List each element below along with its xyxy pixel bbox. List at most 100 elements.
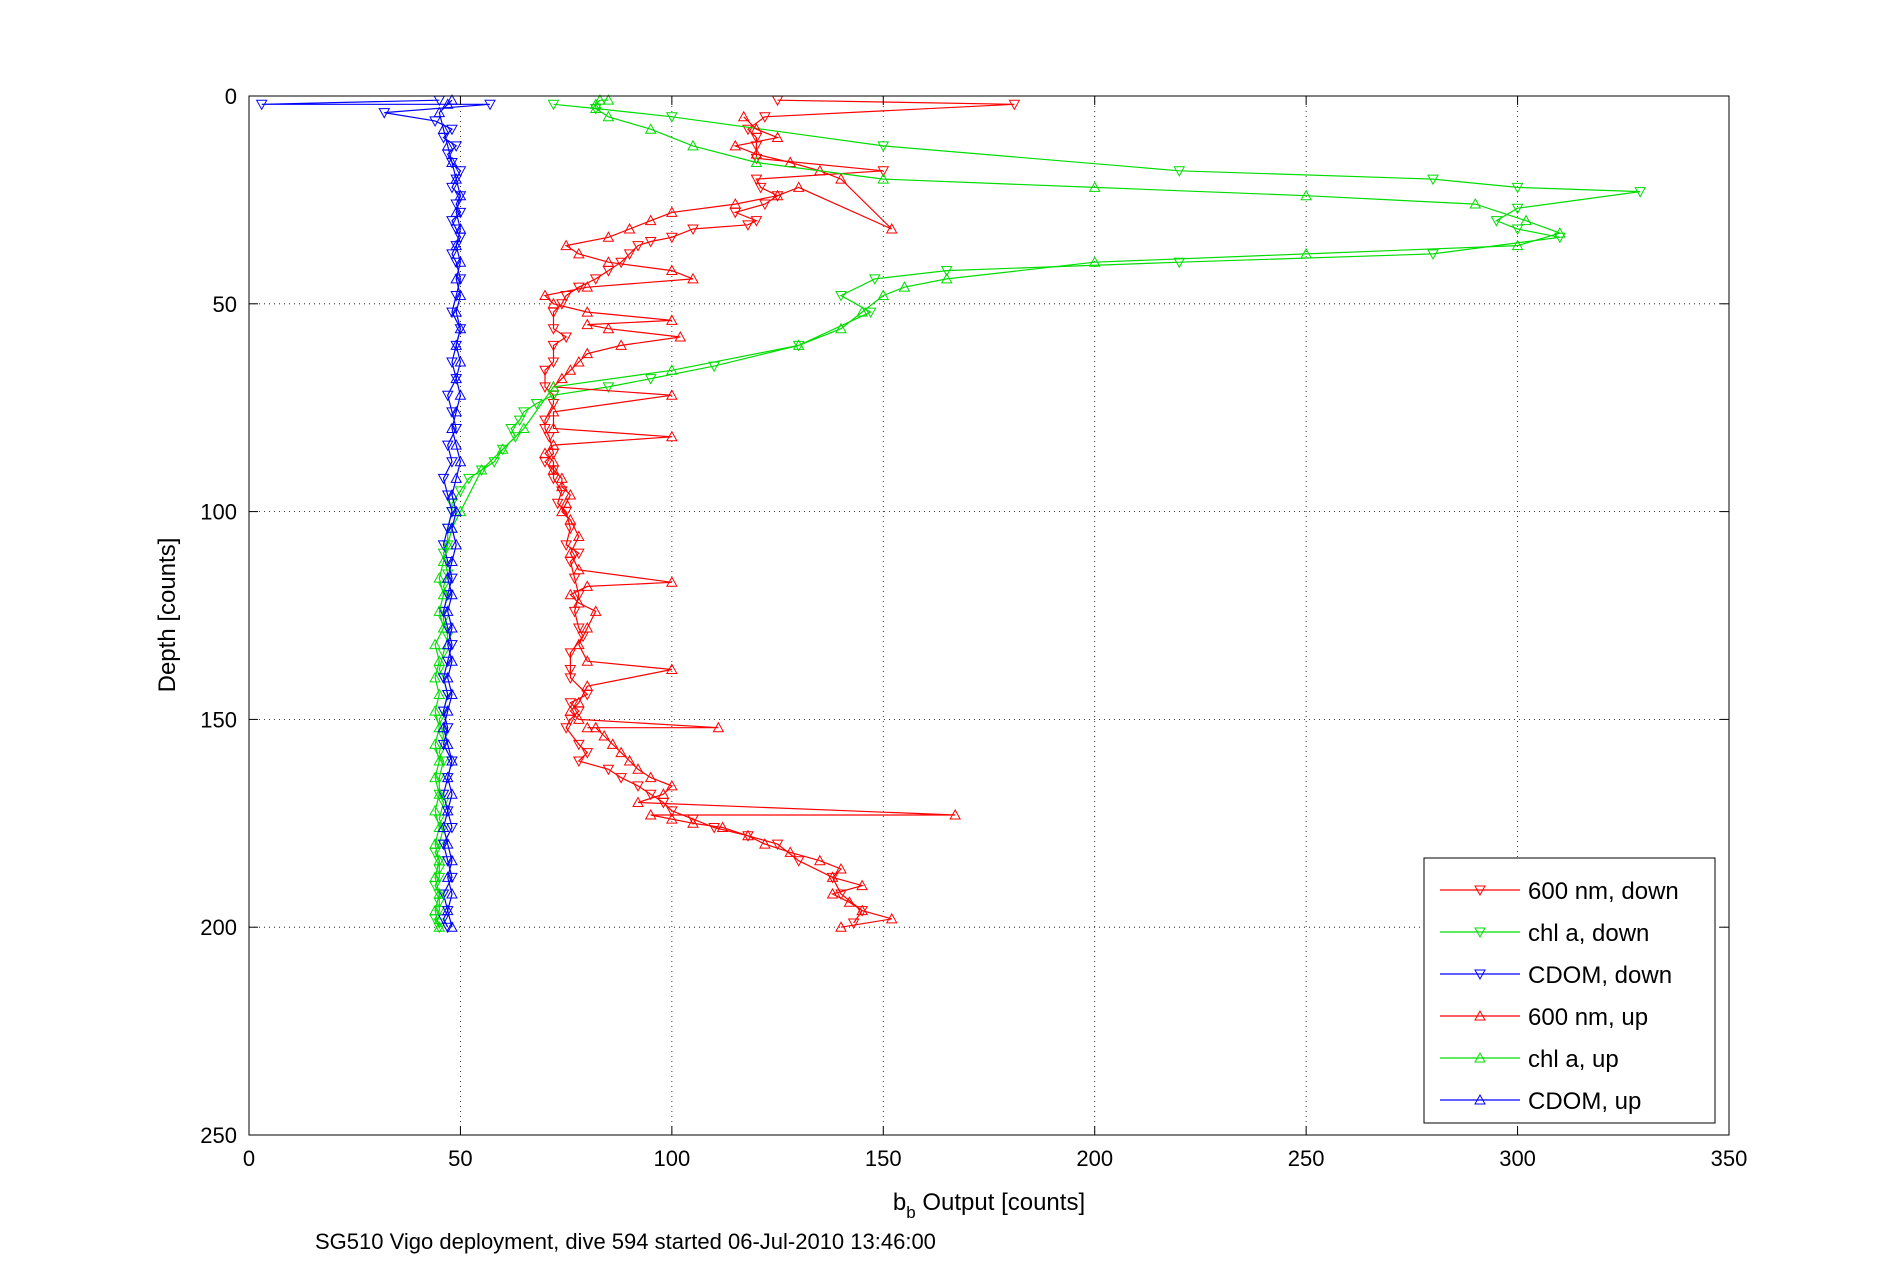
- data-point-600-nm-up: [835, 173, 847, 184]
- data-point-chl-a-down: [433, 773, 446, 784]
- data-point-600-nm-up: [632, 796, 644, 808]
- legend-label-chl-a-up: chl a, up: [1528, 1046, 1619, 1073]
- x-tick-label: 350: [1711, 1146, 1748, 1171]
- data-point-chl-a-up: [666, 364, 678, 375]
- y-tick-label: 200: [200, 915, 237, 940]
- data-point-chl-a-down: [505, 423, 518, 435]
- series-cdom-up: [433, 94, 467, 932]
- data-point-cdom-down: [437, 789, 450, 801]
- data-point-cdom-up: [441, 605, 454, 616]
- data-point-600-nm-up: [602, 231, 615, 242]
- data-point-cdom-down: [437, 889, 450, 900]
- data-point-cdom-up: [446, 754, 458, 766]
- data-point-chl-a-up: [433, 572, 446, 583]
- data-point-600-nm-up: [674, 331, 687, 342]
- data-point-chl-a-up: [496, 443, 509, 454]
- data-point-600-nm-down: [877, 166, 890, 177]
- data-point-chl-a-up: [547, 380, 560, 392]
- data-point-cdom-up: [446, 156, 458, 167]
- data-point-600-nm-up: [623, 222, 636, 234]
- data-point-cdom-up: [441, 638, 454, 650]
- data-point-cdom-down: [437, 473, 450, 485]
- data-point-chl-a-up: [437, 621, 450, 633]
- data-point-chl-a-down: [877, 141, 890, 152]
- data-point-cdom-down: [450, 423, 463, 435]
- data-point-cdom-up: [446, 422, 458, 433]
- data-point-chl-a-down: [518, 407, 530, 418]
- data-point-600-nm-up: [856, 904, 868, 916]
- series-chl-a-up: [429, 94, 1566, 932]
- data-point-600-nm-down: [742, 124, 754, 136]
- data-point-600-nm-up: [615, 746, 627, 758]
- data-point-cdom-down: [454, 207, 467, 219]
- data-point-600-nm-down: [771, 839, 784, 851]
- data-point-cdom-down: [437, 706, 450, 718]
- data-point-chl-a-down: [1427, 249, 1439, 260]
- data-point-600-nm-up: [564, 705, 577, 716]
- data-point-chl-a-up: [940, 272, 953, 284]
- data-point-chl-a-up: [602, 110, 615, 122]
- data-point-600-nm-down: [564, 648, 577, 659]
- data-point-cdom-up: [450, 538, 463, 550]
- data-point-chl-a-up: [433, 854, 446, 866]
- legend-label-600-nm-up: 600 nm, up: [1528, 1004, 1648, 1031]
- data-point-chl-a-up: [429, 738, 441, 749]
- data-point-cdom-up: [454, 355, 467, 367]
- data-point-chl-a-down: [1634, 187, 1647, 198]
- legend-marker-cdom-down: [1474, 969, 1486, 981]
- data-point-600-nm-down: [560, 723, 572, 734]
- data-point-chl-a-down: [864, 307, 877, 319]
- data-point-cdom-down: [454, 274, 467, 285]
- data-point-chl-a-up: [429, 838, 441, 849]
- data-point-600-nm-down: [551, 498, 564, 510]
- data-point-chl-a-up: [429, 771, 441, 783]
- data-point-cdom-up: [450, 372, 463, 384]
- data-point-chl-a-up: [1511, 239, 1524, 251]
- data-point-chl-a-down: [513, 415, 526, 427]
- data-point-cdom-up: [441, 139, 454, 151]
- data-point-600-nm-down: [644, 236, 657, 248]
- data-point-chl-a-up: [429, 671, 441, 683]
- data-point-chl-a-down: [666, 112, 678, 123]
- data-point-cdom-down: [441, 590, 454, 601]
- data-point-600-nm-down: [572, 548, 585, 560]
- data-point-600-nm-up: [712, 721, 725, 733]
- data-point-cdom-down: [446, 573, 458, 585]
- data-point-cdom-down: [437, 673, 450, 684]
- data-point-600-nm-down: [602, 764, 615, 776]
- data-point-600-nm-down: [564, 665, 577, 676]
- data-point-600-nm-up: [729, 198, 742, 209]
- data-point-600-nm-down: [560, 332, 572, 344]
- data-point-chl-a-down: [454, 486, 467, 497]
- data-point-600-nm-up: [581, 281, 594, 292]
- data-point-cdom-up: [446, 488, 458, 500]
- data-point-chl-a-up: [1088, 256, 1101, 267]
- data-point-600-nm-up: [581, 580, 594, 591]
- data-point-chl-a-up: [429, 804, 441, 816]
- x-tick-label: 200: [1076, 1146, 1113, 1171]
- data-point-600-nm-up: [759, 838, 771, 849]
- legend-label-600-nm-down: 600 nm, down: [1528, 878, 1679, 905]
- data-point-cdom-down: [446, 507, 458, 518]
- data-point-600-nm-up: [729, 139, 742, 151]
- data-point-600-nm-down: [708, 822, 720, 834]
- data-point-cdom-down: [378, 108, 391, 119]
- data-point-600-nm-down: [754, 182, 767, 194]
- data-point-cdom-down: [441, 689, 454, 701]
- data-point-600-nm-up: [742, 829, 754, 841]
- legend-marker-chl-a-up: [1474, 1051, 1486, 1063]
- data-point-chl-a-up: [433, 921, 446, 932]
- data-point-chl-a-down: [547, 99, 560, 111]
- data-point-chl-a-up: [835, 322, 847, 334]
- data-point-600-nm-down: [539, 382, 551, 393]
- data-point-cdom-up: [446, 854, 458, 866]
- data-point-600-nm-up: [885, 912, 898, 924]
- data-point-600-nm-up: [581, 347, 594, 359]
- data-point-600-nm-up: [843, 896, 856, 907]
- data-point-600-nm-down: [644, 789, 657, 801]
- data-point-600-nm-up: [632, 763, 644, 774]
- data-point-600-nm-up: [572, 696, 585, 708]
- legend-marker-600-nm-down: [1474, 885, 1486, 897]
- data-point-600-nm-down: [547, 357, 560, 369]
- data-point-cdom-down: [255, 99, 268, 111]
